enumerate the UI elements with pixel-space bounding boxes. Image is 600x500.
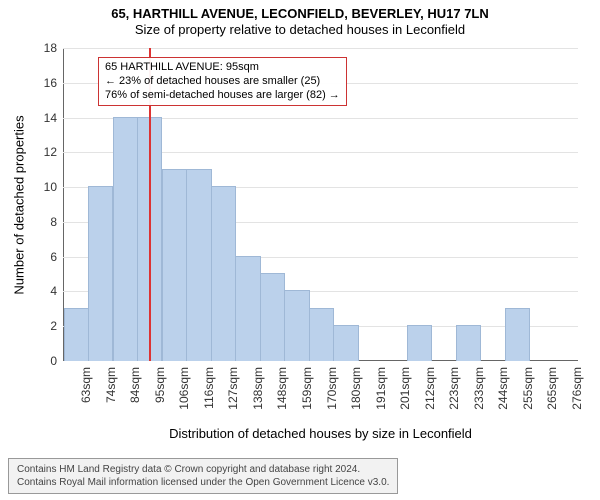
ytick-label: 18 [44,41,63,55]
histogram-bar [113,117,138,361]
footer-line: Contains HM Land Registry data © Crown c… [17,463,389,476]
histogram-bar [162,169,187,361]
xtick-label: 170sqm [325,367,339,410]
histogram-bar [88,186,113,361]
ytick-label: 12 [44,145,63,159]
xtick-label: 84sqm [128,367,142,403]
xtick-label: 201sqm [398,367,412,410]
xtick-label: 159sqm [300,367,314,410]
histogram-bar [235,256,260,361]
ytick-label: 0 [50,354,63,368]
ytick-label: 14 [44,111,63,125]
histogram-bar [333,325,358,361]
ytick-label: 16 [44,76,63,90]
histogram-bar [211,186,236,361]
histogram-bar [64,308,89,361]
histogram-bar [284,290,309,361]
annotation-box: 65 HARTHILL AVENUE: 95sqm ← 23% of detac… [98,57,347,106]
histogram-bar [456,325,481,361]
xtick-label: 180sqm [349,367,363,410]
footer-attribution: Contains HM Land Registry data © Crown c… [8,458,398,494]
xtick-label: 244sqm [496,367,510,410]
xtick-label: 63sqm [79,367,93,403]
histogram-bar [260,273,285,361]
page-subtitle: Size of property relative to detached ho… [0,21,600,39]
xtick-label: 116sqm [202,367,216,409]
histogram-bar [186,169,211,361]
ytick-label: 2 [50,319,63,333]
xtick-label: 127sqm [226,367,240,410]
x-axis-label: Distribution of detached houses by size … [169,426,472,441]
annotation-line: 76% of semi-detached houses are larger (… [105,89,340,103]
histogram-bar [505,308,530,361]
histogram-bar [309,308,334,361]
xtick-label: 276sqm [570,367,584,410]
xtick-label: 148sqm [275,367,289,410]
footer-line: Contains Royal Mail information licensed… [17,476,389,489]
histogram-bar [407,325,432,361]
ytick-label: 4 [50,284,63,298]
xtick-label: 191sqm [374,367,388,410]
page-title: 65, HARTHILL AVENUE, LECONFIELD, BEVERLE… [0,0,600,21]
gridline [63,48,578,49]
xtick-label: 265sqm [545,367,559,410]
xtick-label: 138sqm [251,367,265,410]
ytick-label: 6 [50,250,63,264]
xtick-label: 223sqm [447,367,461,410]
xtick-label: 95sqm [153,367,167,403]
xtick-label: 233sqm [472,367,486,410]
ytick-label: 8 [50,215,63,229]
annotation-line: 65 HARTHILL AVENUE: 95sqm [105,61,340,75]
xtick-label: 106sqm [177,367,191,410]
xtick-label: 74sqm [104,367,118,403]
y-axis-label: Number of detached properties [12,115,27,294]
xtick-label: 255sqm [521,367,535,410]
xtick-label: 212sqm [423,367,437,410]
ytick-label: 10 [44,180,63,194]
annotation-line: ← 23% of detached houses are smaller (25… [105,75,340,89]
